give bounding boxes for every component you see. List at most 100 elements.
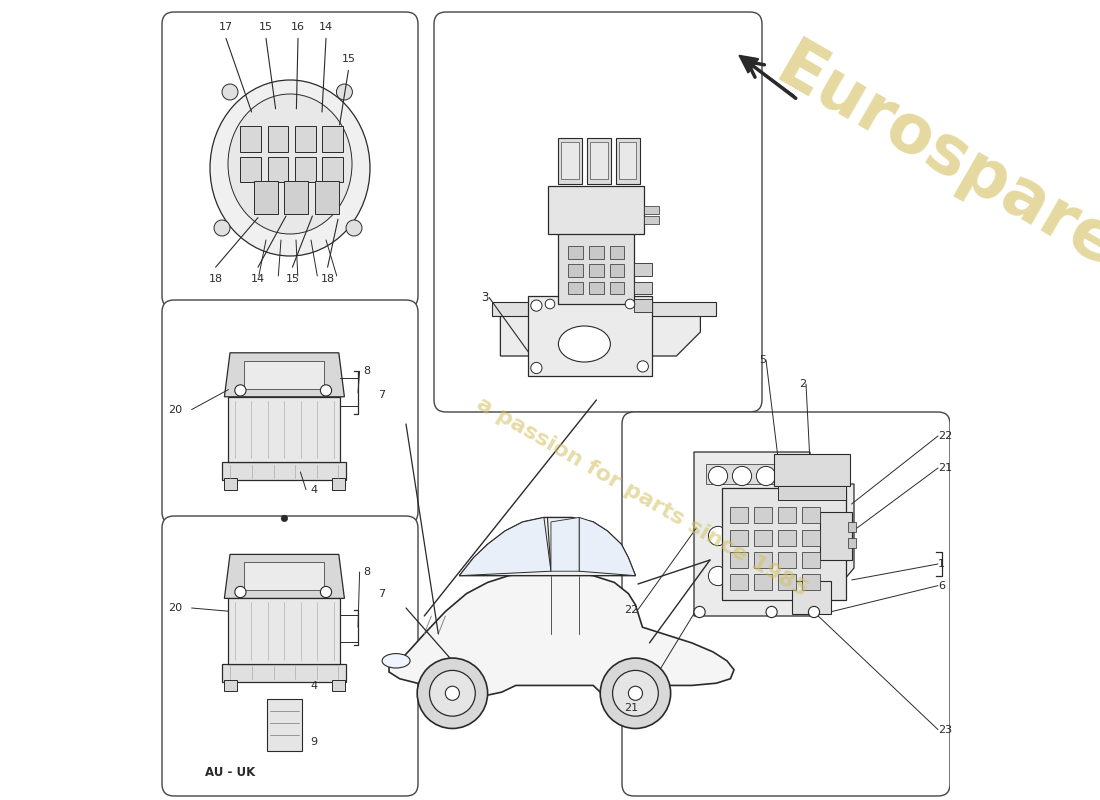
Bar bbox=[778, 486, 846, 500]
Polygon shape bbox=[460, 518, 551, 576]
Circle shape bbox=[637, 300, 648, 311]
FancyBboxPatch shape bbox=[162, 300, 418, 524]
Circle shape bbox=[808, 606, 820, 618]
Bar bbox=[295, 157, 316, 182]
Text: 20: 20 bbox=[168, 405, 182, 414]
Circle shape bbox=[214, 220, 230, 236]
Circle shape bbox=[708, 566, 727, 586]
Bar bbox=[590, 282, 604, 294]
Text: 3: 3 bbox=[481, 291, 488, 304]
Text: 5: 5 bbox=[759, 355, 766, 365]
Bar bbox=[778, 530, 795, 546]
Bar bbox=[322, 157, 343, 182]
Circle shape bbox=[694, 606, 705, 618]
Bar bbox=[561, 142, 579, 179]
Bar bbox=[778, 552, 795, 568]
Bar bbox=[730, 530, 748, 546]
Bar bbox=[549, 186, 645, 234]
Text: 7: 7 bbox=[378, 589, 385, 598]
Circle shape bbox=[320, 385, 331, 396]
Circle shape bbox=[733, 466, 751, 486]
Polygon shape bbox=[500, 316, 701, 356]
Circle shape bbox=[546, 299, 554, 309]
Circle shape bbox=[320, 586, 331, 598]
Bar bbox=[610, 282, 625, 294]
Bar bbox=[254, 181, 278, 214]
Text: 8: 8 bbox=[364, 366, 371, 376]
Text: Eurospares: Eurospares bbox=[764, 34, 1100, 302]
Bar bbox=[754, 507, 771, 523]
Bar bbox=[754, 574, 771, 590]
Bar bbox=[802, 574, 820, 590]
Bar bbox=[569, 282, 583, 294]
Circle shape bbox=[628, 686, 642, 700]
Polygon shape bbox=[579, 518, 636, 576]
Bar bbox=[332, 478, 344, 490]
Text: 21: 21 bbox=[938, 463, 953, 473]
Bar bbox=[754, 552, 771, 568]
Circle shape bbox=[766, 606, 778, 618]
Ellipse shape bbox=[559, 326, 610, 362]
Bar bbox=[267, 699, 303, 751]
Bar bbox=[792, 581, 830, 614]
Bar bbox=[778, 507, 795, 523]
Circle shape bbox=[234, 385, 246, 396]
Ellipse shape bbox=[382, 654, 410, 668]
Text: 23: 23 bbox=[938, 725, 953, 734]
Text: 22: 22 bbox=[938, 431, 953, 441]
Text: 6: 6 bbox=[938, 581, 945, 590]
Bar bbox=[241, 126, 261, 152]
Bar bbox=[619, 142, 637, 179]
Text: 9: 9 bbox=[310, 738, 317, 747]
Bar bbox=[267, 157, 288, 182]
Bar bbox=[774, 454, 850, 486]
Circle shape bbox=[637, 361, 648, 372]
Text: 7: 7 bbox=[378, 390, 385, 400]
Circle shape bbox=[708, 466, 727, 486]
Bar bbox=[332, 680, 344, 691]
Bar bbox=[224, 680, 236, 691]
Bar bbox=[590, 142, 607, 179]
Bar bbox=[802, 530, 820, 546]
Circle shape bbox=[337, 84, 352, 100]
Bar bbox=[569, 246, 583, 259]
Bar bbox=[645, 206, 659, 214]
Bar bbox=[730, 574, 748, 590]
Text: 1: 1 bbox=[938, 559, 945, 569]
Circle shape bbox=[625, 299, 635, 309]
Circle shape bbox=[601, 658, 671, 729]
Bar bbox=[322, 126, 343, 152]
Bar bbox=[267, 126, 288, 152]
Bar bbox=[820, 512, 851, 560]
Ellipse shape bbox=[228, 94, 352, 234]
Bar bbox=[222, 664, 346, 682]
FancyBboxPatch shape bbox=[162, 12, 418, 308]
Bar bbox=[559, 232, 635, 304]
Bar bbox=[802, 552, 820, 568]
Bar bbox=[224, 478, 236, 490]
Bar bbox=[295, 126, 316, 152]
Bar bbox=[569, 264, 583, 277]
Bar bbox=[229, 397, 340, 462]
Bar bbox=[802, 507, 820, 523]
Circle shape bbox=[613, 670, 658, 716]
Bar bbox=[610, 246, 625, 259]
Polygon shape bbox=[551, 518, 579, 571]
Text: 2: 2 bbox=[799, 379, 806, 389]
Text: 14: 14 bbox=[251, 274, 265, 284]
Bar bbox=[848, 538, 857, 548]
Text: 15: 15 bbox=[285, 274, 299, 284]
Text: 4: 4 bbox=[310, 485, 317, 494]
FancyBboxPatch shape bbox=[162, 516, 418, 796]
Polygon shape bbox=[694, 452, 854, 616]
Bar bbox=[493, 302, 716, 316]
Ellipse shape bbox=[210, 80, 370, 256]
Bar bbox=[528, 296, 652, 376]
Circle shape bbox=[222, 84, 238, 100]
Text: a passion for parts since 1985: a passion for parts since 1985 bbox=[473, 394, 811, 600]
Text: 8: 8 bbox=[364, 567, 371, 577]
Circle shape bbox=[346, 220, 362, 236]
Circle shape bbox=[757, 466, 776, 486]
Text: AU - UK: AU - UK bbox=[205, 766, 255, 779]
Polygon shape bbox=[389, 571, 734, 697]
